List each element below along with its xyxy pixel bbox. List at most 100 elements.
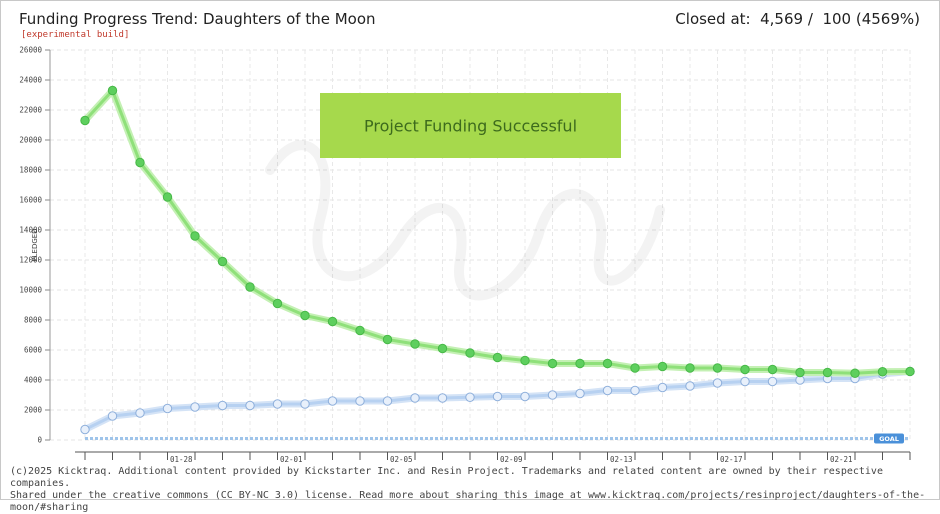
y-tick-label: 8000 <box>24 316 43 325</box>
trend-point <box>162 192 173 202</box>
y-axis: 0 2000 4000 6000 8000 10000 12000 14000 16000 180… <box>19 46 51 445</box>
goal-badge <box>874 433 904 444</box>
goal-badge-label: GOAL <box>879 435 899 443</box>
footer-credits: (c)2025 Kicktraq. Additional content pro… <box>10 466 940 514</box>
trend-point <box>822 367 833 378</box>
trend-point <box>575 358 585 369</box>
y-tick-label: 14000 <box>19 226 42 235</box>
x-tick-label: 02-13 <box>610 455 633 464</box>
y-tick-label: 26000 <box>19 46 42 55</box>
pledged-point <box>190 402 200 412</box>
pledged-point <box>767 376 778 387</box>
trend-point <box>107 85 118 96</box>
x-tick-label: 02-21 <box>830 455 853 464</box>
trend-point <box>850 368 860 378</box>
pledged-point <box>465 392 475 402</box>
trend-point <box>355 325 365 336</box>
pledged-point <box>410 393 420 403</box>
pledged-point <box>355 396 365 406</box>
y-tick-label: 10000 <box>19 286 42 295</box>
x-tick-label: 02-17 <box>720 455 743 464</box>
trend-point <box>877 367 888 377</box>
trend-point <box>795 367 805 378</box>
y-tick-label: 0 <box>37 436 42 445</box>
x-tick-label: 02-05 <box>390 455 413 464</box>
closed-percent: (4569%) <box>855 10 920 28</box>
trend-point <box>135 157 145 168</box>
trend-point <box>382 334 393 345</box>
pledged-point <box>162 403 173 414</box>
trend-point <box>657 361 668 372</box>
success-banner-text: Project Funding Successful <box>364 117 577 136</box>
trend-point <box>740 364 750 375</box>
footer-line-1: (c)2025 Kicktraq. Additional content pro… <box>10 466 883 489</box>
trend-point <box>410 339 420 349</box>
trend-point <box>245 282 255 292</box>
trend-point <box>272 298 283 309</box>
trend-point <box>327 316 338 327</box>
closed-goal: 100 <box>822 10 852 28</box>
trend-point <box>905 366 915 377</box>
pledged-point <box>712 378 723 388</box>
y-tick-label: 6000 <box>24 346 43 355</box>
pledged-point <box>520 391 530 402</box>
trend-point <box>712 363 723 373</box>
pledged-point <box>245 400 255 411</box>
pledged-point <box>327 396 338 406</box>
success-banner-box <box>320 93 621 158</box>
y-tick-label: 12000 <box>19 256 42 265</box>
trend-point <box>602 358 613 369</box>
x-tick-label: 02-01 <box>280 455 303 464</box>
footer-line-2: Shared under the creative commons (CC BY… <box>10 490 926 513</box>
y-tick-label: 16000 <box>19 196 42 205</box>
pledged-point <box>575 388 585 399</box>
trend-point <box>190 231 200 241</box>
y-axis-label: PLEDGED <box>31 228 39 261</box>
goal-line: GOAL <box>85 433 910 444</box>
success-banner: Project Funding Successful <box>320 93 621 158</box>
y-tick-label: 18000 <box>19 166 42 175</box>
pledged-point <box>685 381 695 391</box>
pledged-point <box>272 399 283 409</box>
trend-point <box>767 364 778 375</box>
trend-point <box>685 363 695 373</box>
x-tick-label: 02-09 <box>500 455 523 464</box>
closed-at-summary: Closed at: 4,569 / 100 (4569%) <box>675 10 920 28</box>
y-tick-label: 20000 <box>19 136 42 145</box>
trend-point <box>300 310 310 321</box>
y-tick-label: 22000 <box>19 106 42 115</box>
trend-point <box>437 343 448 354</box>
closed-value: 4,569 <box>760 10 804 28</box>
pledged-point <box>657 382 668 393</box>
pledged-point <box>437 393 448 403</box>
pledged-point <box>135 408 145 418</box>
x-tick-label: 01-28 <box>170 455 193 464</box>
trend-point <box>547 358 558 369</box>
chart-title: Funding Progress Trend: Daughters of the… <box>19 10 376 28</box>
y-tick-label: 4000 <box>24 376 43 385</box>
pledged-point <box>80 424 90 435</box>
pledged-point <box>217 400 228 411</box>
trend-point <box>520 355 530 366</box>
pledged-point <box>107 411 118 421</box>
trend-point <box>492 352 503 363</box>
pledged-point <box>740 376 750 387</box>
closed-label: Closed at: <box>675 10 751 28</box>
watermark-logo <box>265 140 665 301</box>
trend-point <box>217 256 228 267</box>
pledged-point <box>602 385 613 396</box>
data-series <box>80 85 915 435</box>
y-tick-label: 2000 <box>24 406 43 415</box>
funding-chart: Project Funding Successful 0 2000 4000 6000… <box>19 46 915 464</box>
trend-point <box>630 363 640 373</box>
trend-point <box>465 348 475 358</box>
trend-point <box>80 115 90 126</box>
y-tick-label: 24000 <box>19 76 42 85</box>
x-axis: 01-28 02-01 02-05 02-09 02-13 02-17 02-21 <box>75 451 911 464</box>
build-note: [experimental build] <box>21 30 130 40</box>
pledged-point <box>547 390 558 400</box>
pledged-point <box>300 399 310 409</box>
pledged-point <box>382 396 393 406</box>
pledged-point <box>630 385 640 396</box>
pledged-point <box>492 391 503 402</box>
